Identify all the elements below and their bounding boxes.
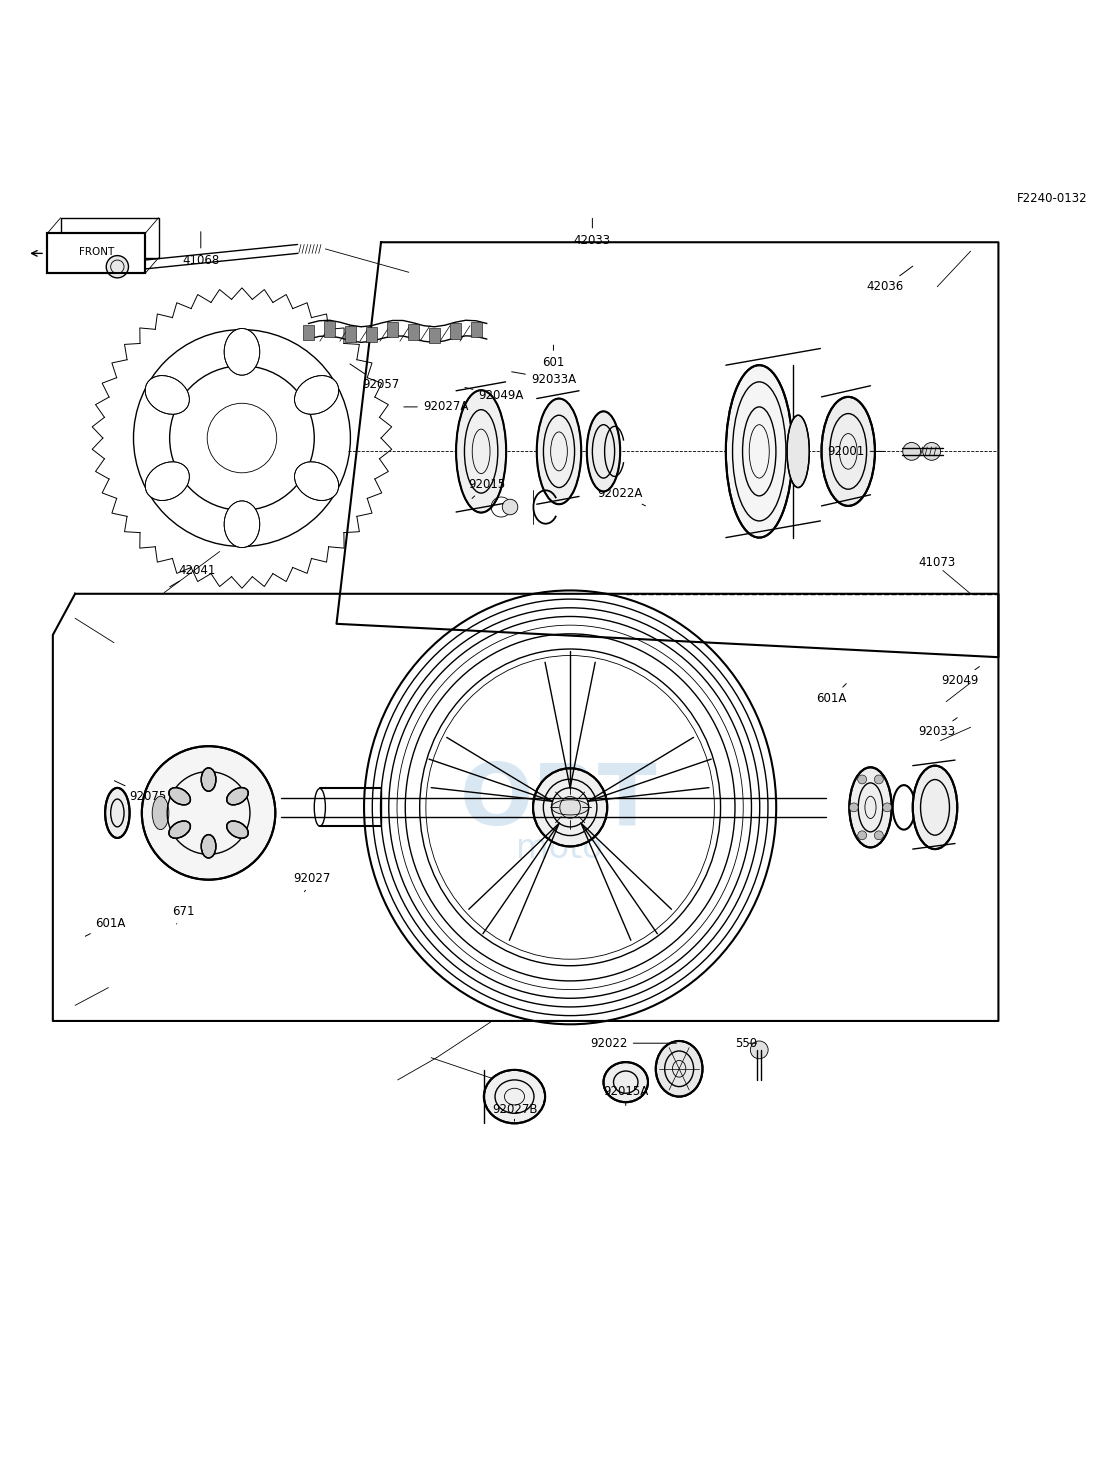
Circle shape: [106, 255, 129, 277]
Bar: [324, 321, 335, 337]
Ellipse shape: [201, 835, 216, 858]
Ellipse shape: [604, 1062, 648, 1102]
Text: 92015: 92015: [468, 479, 505, 499]
Bar: [47, 233, 145, 273]
Ellipse shape: [456, 390, 506, 512]
Circle shape: [142, 746, 275, 880]
Text: 92001: 92001: [827, 445, 884, 458]
Ellipse shape: [201, 767, 216, 791]
Ellipse shape: [224, 500, 259, 547]
Ellipse shape: [726, 365, 793, 537]
Bar: [408, 324, 419, 340]
Ellipse shape: [227, 821, 248, 839]
Ellipse shape: [105, 788, 130, 837]
Text: 92022: 92022: [590, 1037, 676, 1049]
Circle shape: [874, 830, 883, 840]
Ellipse shape: [169, 821, 190, 839]
Bar: [429, 328, 439, 343]
Text: FRONT: FRONT: [78, 247, 114, 257]
Text: 92022A: 92022A: [597, 487, 645, 506]
Text: moto: moto: [515, 832, 603, 865]
Text: 92033A: 92033A: [512, 372, 576, 385]
Text: 671: 671: [172, 906, 195, 924]
Ellipse shape: [551, 800, 589, 816]
Text: 42033: 42033: [574, 219, 610, 247]
Bar: [303, 324, 314, 340]
Ellipse shape: [145, 463, 189, 500]
Ellipse shape: [152, 797, 169, 830]
Circle shape: [922, 442, 940, 460]
Circle shape: [858, 775, 866, 783]
Ellipse shape: [224, 328, 259, 375]
Text: 92057: 92057: [350, 363, 399, 391]
Bar: [387, 321, 398, 337]
Text: 550: 550: [735, 1037, 757, 1049]
Ellipse shape: [294, 375, 339, 414]
Text: 92027B: 92027B: [492, 1103, 538, 1121]
Bar: [47, 233, 145, 273]
Ellipse shape: [850, 767, 892, 848]
Text: 92033: 92033: [919, 718, 957, 738]
Circle shape: [502, 499, 518, 515]
Text: 41073: 41073: [919, 556, 956, 569]
Ellipse shape: [537, 398, 581, 505]
Text: 41068: 41068: [182, 232, 219, 267]
Bar: [449, 324, 461, 338]
Ellipse shape: [484, 1069, 546, 1123]
Ellipse shape: [587, 411, 620, 492]
Circle shape: [874, 775, 883, 783]
Text: 42036: 42036: [866, 266, 912, 293]
Ellipse shape: [169, 788, 190, 805]
Text: 92015A: 92015A: [603, 1084, 648, 1106]
Circle shape: [750, 1040, 768, 1059]
Ellipse shape: [787, 416, 809, 487]
Text: 601: 601: [542, 346, 565, 369]
Text: 42041: 42041: [170, 565, 216, 587]
Circle shape: [858, 830, 866, 840]
Text: 601A: 601A: [85, 916, 126, 937]
Ellipse shape: [912, 766, 957, 849]
Circle shape: [902, 442, 920, 460]
Ellipse shape: [656, 1040, 702, 1097]
Text: 92049A: 92049A: [465, 388, 524, 403]
Bar: [471, 322, 482, 337]
Ellipse shape: [822, 397, 875, 506]
Circle shape: [850, 802, 859, 811]
Bar: [345, 327, 357, 341]
Ellipse shape: [533, 769, 607, 846]
Ellipse shape: [294, 463, 339, 500]
Text: 92027A: 92027A: [404, 400, 468, 413]
Text: 92049: 92049: [940, 667, 979, 687]
Circle shape: [883, 802, 892, 811]
Text: 601A: 601A: [816, 684, 846, 705]
Ellipse shape: [145, 375, 189, 414]
Ellipse shape: [227, 788, 248, 805]
Text: 92075: 92075: [114, 781, 165, 802]
Text: F2240-0132: F2240-0132: [1016, 193, 1088, 206]
Bar: [366, 327, 377, 343]
Text: OBT: OBT: [461, 760, 657, 843]
Text: 92027: 92027: [293, 872, 331, 891]
